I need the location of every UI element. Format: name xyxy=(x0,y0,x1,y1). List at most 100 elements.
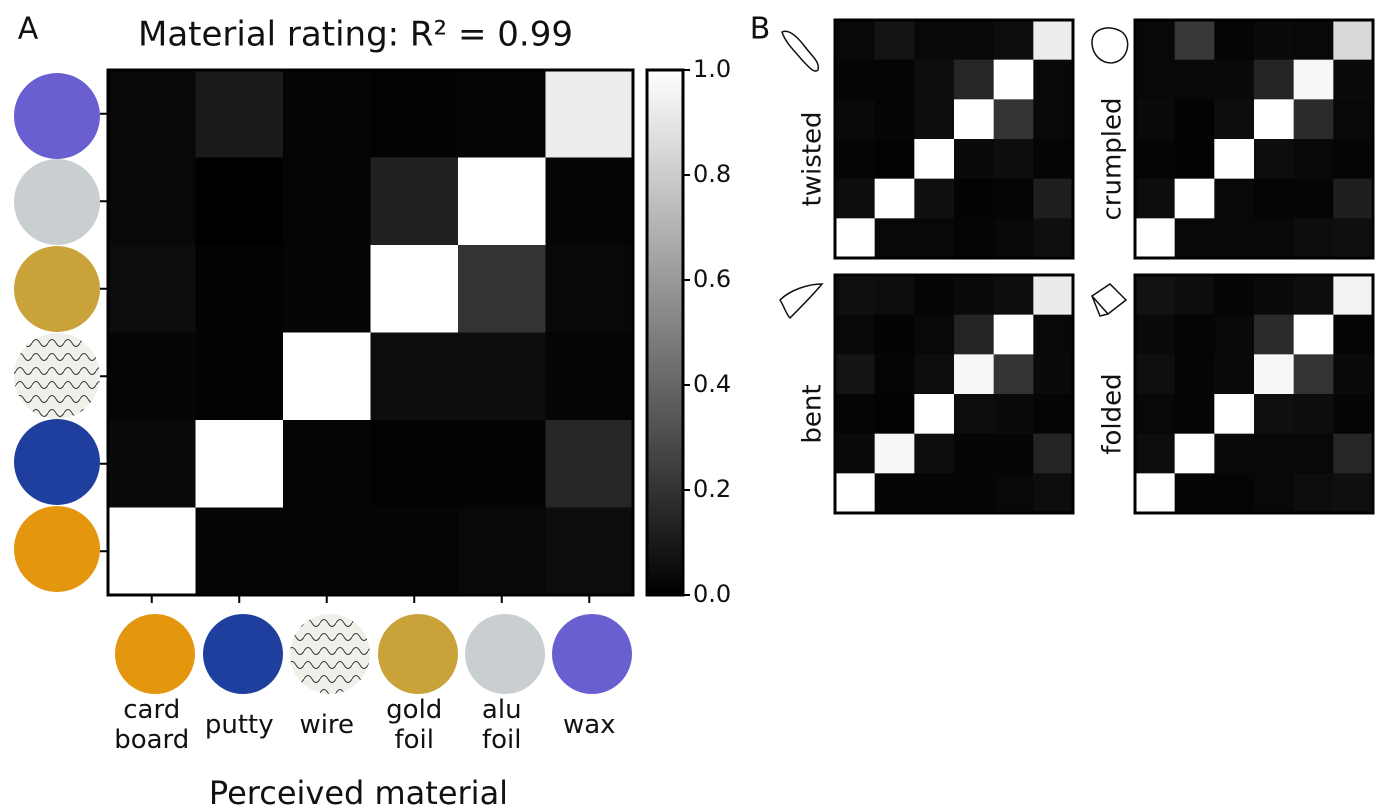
panel-label: B xyxy=(750,12,771,47)
heatmap-cell xyxy=(914,394,954,434)
x-tick-label: putty xyxy=(201,690,277,760)
heatmap-cell xyxy=(954,434,994,474)
heatmap-cell xyxy=(914,60,954,100)
heatmap-cell xyxy=(1254,275,1294,315)
heatmap-cell xyxy=(1254,394,1294,434)
heatmap-cell xyxy=(954,218,994,258)
heatmap-cell xyxy=(875,139,915,179)
heatmap-cell xyxy=(1033,20,1073,60)
heatmap-cell xyxy=(914,354,954,394)
heatmap-cell xyxy=(371,158,459,246)
heatmap-cell xyxy=(1294,394,1334,434)
heatmap-cell xyxy=(283,508,371,596)
heatmap-cell xyxy=(196,158,284,246)
heatmap-cell xyxy=(835,218,875,258)
heatmap-cell xyxy=(1294,179,1334,219)
heatmap-cell xyxy=(1294,139,1334,179)
heatmap-cell xyxy=(835,20,875,60)
heatmap-cell xyxy=(1033,275,1073,315)
heatmap-cell xyxy=(1333,218,1373,258)
heatmap-cell xyxy=(1214,315,1254,355)
heatmap-cell xyxy=(1033,218,1073,258)
x-tick-label: alu foil xyxy=(464,690,540,760)
heatmap-cell xyxy=(1033,179,1073,219)
x-tick-label: wax xyxy=(551,690,627,760)
heatmap-cell xyxy=(835,275,875,315)
heatmap-cell xyxy=(914,315,954,355)
heatmap-cell xyxy=(1135,315,1175,355)
heatmap-cell xyxy=(283,245,371,333)
x-tick-label: card board xyxy=(114,690,190,760)
heatmap-cell xyxy=(914,20,954,60)
heatmap-cell xyxy=(546,508,634,596)
heatmap-cell xyxy=(914,139,954,179)
heatmap-cell xyxy=(1135,179,1175,219)
heatmap-cell xyxy=(875,218,915,258)
colorbar-tick-label: 0.8 xyxy=(693,160,731,188)
heatmap-cell xyxy=(994,60,1034,100)
heatmap-cell xyxy=(1333,394,1373,434)
heatmap-cell xyxy=(1254,99,1294,139)
heatmap-cell xyxy=(1135,218,1175,258)
heatmap-cell xyxy=(1294,473,1334,513)
heatmap-cell xyxy=(1333,99,1373,139)
heatmap-cell xyxy=(1033,99,1073,139)
heatmap-cell xyxy=(1294,354,1334,394)
heatmap-cell xyxy=(546,158,634,246)
heatmap-cell xyxy=(875,354,915,394)
heatmap-cell xyxy=(994,315,1034,355)
heatmap-cell xyxy=(1135,275,1175,315)
heatmap-cell xyxy=(835,139,875,179)
heatmap-cell xyxy=(108,333,196,421)
heatmap-cell xyxy=(1333,473,1373,513)
colorbar-tick-label: 0.2 xyxy=(693,475,731,503)
heatmap-cell xyxy=(994,394,1034,434)
heatmap-cell xyxy=(914,275,954,315)
heatmap-cell xyxy=(1214,99,1254,139)
heatmap-cell xyxy=(371,245,459,333)
heatmap-cell xyxy=(1175,179,1215,219)
heatmap-cell xyxy=(1294,99,1334,139)
heatmap-cell xyxy=(875,473,915,513)
colorbar-tick-label: 0.6 xyxy=(693,265,731,293)
heatmap-cell xyxy=(994,139,1034,179)
heatmap-cell xyxy=(835,179,875,219)
heatmap-cell xyxy=(546,70,634,158)
chart-title: Material rating: R² = 0.99 xyxy=(138,15,573,55)
colorbar xyxy=(647,70,683,595)
heatmap-cell xyxy=(835,315,875,355)
y-axis-label: twisted xyxy=(798,112,828,207)
heatmap-cell xyxy=(371,420,459,508)
heatmap-cell xyxy=(875,179,915,219)
heatmap-cell xyxy=(371,333,459,421)
heatmap-cell xyxy=(1254,354,1294,394)
heatmap-cell xyxy=(1175,315,1215,355)
heatmap-cell xyxy=(954,179,994,219)
heatmap-cell xyxy=(371,70,459,158)
heatmap-cell xyxy=(108,245,196,333)
heatmap-cell xyxy=(1175,275,1215,315)
heatmap-cell xyxy=(283,333,371,421)
heatmap-cell xyxy=(458,70,546,158)
heatmap-cell xyxy=(1254,139,1294,179)
heatmap-cell xyxy=(1214,473,1254,513)
heatmap-cell xyxy=(1033,139,1073,179)
heatmap-cell xyxy=(954,315,994,355)
heatmap-cell xyxy=(1214,179,1254,219)
heatmap-cell xyxy=(1254,60,1294,100)
heatmap-cell xyxy=(835,394,875,434)
heatmap-cell xyxy=(1294,20,1334,60)
heatmap-cell xyxy=(1333,179,1373,219)
heatmap-cell xyxy=(546,333,634,421)
heatmap-cell xyxy=(1294,434,1334,474)
heatmap-cell xyxy=(1254,20,1294,60)
heatmap-cell xyxy=(108,508,196,596)
heatmap-cell xyxy=(1033,473,1073,513)
heatmap-cell xyxy=(875,434,915,474)
heatmap-cell xyxy=(1135,394,1175,434)
heatmap-cell xyxy=(283,420,371,508)
row-images xyxy=(14,73,100,592)
heatmap-cell xyxy=(546,420,634,508)
x-tick-label: wire xyxy=(289,690,365,760)
heatmap-cell xyxy=(1333,20,1373,60)
